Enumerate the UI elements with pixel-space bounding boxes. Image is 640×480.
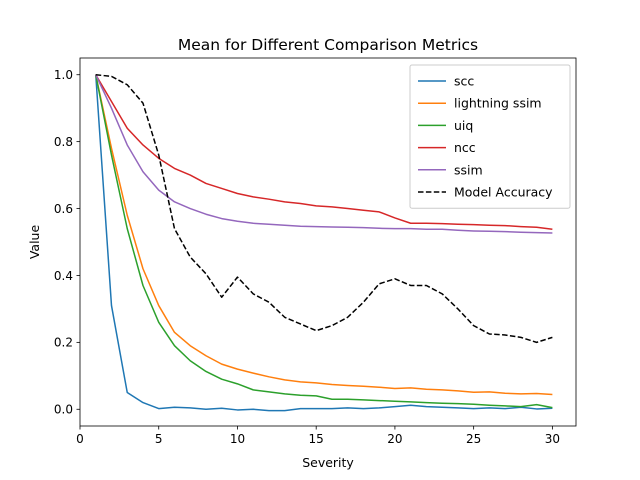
- legend-label: lightning ssim: [454, 96, 542, 111]
- y-tick-label: 0.0: [54, 403, 73, 417]
- x-axis-label: Severity: [302, 455, 354, 470]
- legend-label: uiq: [454, 118, 473, 133]
- y-tick-label: 1.0: [54, 68, 73, 82]
- y-tick-label: 0.6: [54, 202, 73, 216]
- y-tick-label: 0.8: [54, 135, 73, 149]
- x-tick-label: 30: [545, 432, 560, 446]
- y-tick-label: 0.4: [54, 269, 73, 283]
- x-tick-label: 5: [155, 432, 163, 446]
- series-line-model-accuracy: [95, 73, 553, 344]
- legend-label: scc: [454, 74, 474, 89]
- y-tick-label: 0.2: [54, 336, 73, 350]
- plot-frame: [79, 57, 577, 427]
- series-line-uiq: [95, 74, 553, 409]
- chart-title: Mean for Different Comparison Metrics: [178, 36, 478, 54]
- y-axis-label: Value: [27, 225, 42, 260]
- legend: scc lightning ssim uiq ncc ssim Model Accurac…: [409, 64, 571, 209]
- series-line-scc: [95, 74, 553, 412]
- legend-label: ncc: [454, 140, 476, 155]
- legend-box: [409, 64, 571, 209]
- series-line-ncc: [95, 74, 553, 231]
- legend-label: ssim: [454, 162, 483, 177]
- series-line-ssim: [95, 74, 553, 234]
- x-tick-label: 25: [466, 432, 481, 446]
- series-line-lightning-ssim: [95, 74, 553, 396]
- x-tick-label: 10: [230, 432, 245, 446]
- x-tick-label: 15: [309, 432, 324, 446]
- plot-area: 0 5 10 15 20 25 30 0.0 0.2 0.4 0.6 0.8 1.0: [54, 57, 577, 446]
- x-tick-label: 20: [387, 432, 402, 446]
- legend-label: Model Accuracy: [454, 185, 553, 200]
- x-tick-label: 0: [76, 432, 84, 446]
